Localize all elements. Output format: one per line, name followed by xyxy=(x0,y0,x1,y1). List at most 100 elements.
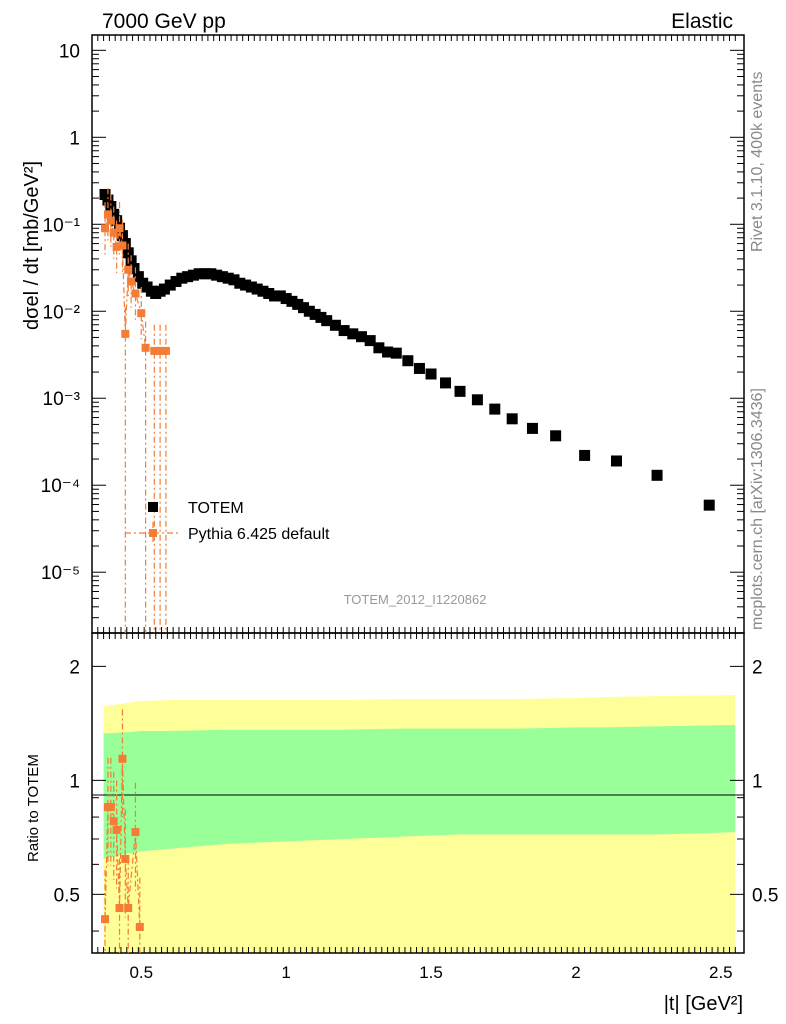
totem-point xyxy=(550,430,562,442)
ratio-y-tick-label: 2 xyxy=(69,657,80,678)
totem-point xyxy=(298,302,310,314)
pythia-ratio-point xyxy=(121,854,130,863)
totem-point xyxy=(651,469,663,481)
header-left-title: 7000 GeV pp xyxy=(102,10,226,33)
pythia-point xyxy=(137,309,146,318)
totem-point xyxy=(454,385,466,397)
totem-point xyxy=(228,274,240,286)
legend: TOTEM Pythia 6.425 default xyxy=(125,500,330,545)
totem-point xyxy=(105,201,117,213)
pythia-point xyxy=(124,265,133,274)
totem-point xyxy=(108,208,120,220)
totem-point xyxy=(355,331,367,343)
totem-point xyxy=(257,285,269,297)
pythia-ratio-point xyxy=(115,904,124,913)
pythia-point xyxy=(109,228,118,237)
ratio-uncertainty-bands xyxy=(103,695,736,953)
ratio-y-tick-label: 0.5 xyxy=(54,885,80,906)
pythia-ratio-point xyxy=(109,817,118,826)
main-axes: 10 1 10⁻¹ 10⁻² 10⁻³ 10⁻⁴ 10⁻⁵ xyxy=(41,41,744,634)
totem-point xyxy=(309,308,321,320)
totem-point xyxy=(579,449,591,461)
x-tick-label: 2.5 xyxy=(709,963,733,982)
pythia-series xyxy=(101,188,170,633)
totem-point xyxy=(205,268,217,280)
pythia-point xyxy=(101,224,110,233)
y-tick-label: 10 xyxy=(59,41,80,62)
ratio-y-axis-label: Ratio to TOTEM xyxy=(25,754,42,862)
y-tick-label: 10⁻² xyxy=(43,302,81,323)
header-right-title: Elastic xyxy=(671,10,733,33)
pythia-point xyxy=(112,242,121,251)
totem-point xyxy=(269,290,281,302)
totem-point xyxy=(303,305,315,317)
totem-point xyxy=(440,377,452,389)
totem-point xyxy=(364,335,376,347)
totem-point xyxy=(99,188,111,200)
totem-point xyxy=(280,293,292,305)
legend-pythia-marker xyxy=(149,529,157,537)
totem-point xyxy=(274,290,286,302)
totem-point xyxy=(526,422,538,434)
totem-point xyxy=(347,328,359,340)
pythia-ratio-point xyxy=(131,828,140,837)
y-tick-label: 10⁻⁴ xyxy=(41,476,80,497)
totem-point xyxy=(234,277,246,289)
totem-point xyxy=(425,368,437,380)
y-tick-label: 10⁻⁵ xyxy=(41,563,80,584)
totem-point xyxy=(102,194,114,206)
pythia-point xyxy=(115,224,124,233)
totem-point xyxy=(187,269,199,281)
analysis-label: TOTEM_2012_I1220862 xyxy=(344,592,487,607)
x-tick-label: 1 xyxy=(281,963,290,982)
totem-point xyxy=(315,311,327,323)
totem-point xyxy=(170,275,182,287)
pythia-point xyxy=(131,289,140,298)
x-axis: 0.5 1 1.5 2 2.5 xyxy=(97,35,736,982)
y-tick-label: 10⁻³ xyxy=(43,389,81,410)
ratio-frame xyxy=(91,632,745,954)
totem-point xyxy=(263,288,275,300)
totem-point xyxy=(471,394,483,406)
pythia-point xyxy=(106,216,115,225)
main-y-axis-label-text: dσel / dt [mb/GeV²] xyxy=(21,161,43,330)
pythia-ratio-point xyxy=(135,922,144,931)
totem-point xyxy=(240,279,252,291)
totem-point xyxy=(222,272,234,284)
y-tick-label: 10⁻¹ xyxy=(43,215,81,236)
main-y-axis-label: dσel / dt [mb/GeV²] xyxy=(21,161,43,330)
totem-point xyxy=(128,263,140,275)
totem-point xyxy=(216,271,228,283)
pythia-ratio-series xyxy=(101,709,144,953)
ratio-y-tick-label-right: 0.5 xyxy=(752,885,778,906)
x-tick-label: 0.5 xyxy=(129,963,153,982)
ratio-y-tick-label: 1 xyxy=(69,771,80,792)
totem-point xyxy=(164,279,176,291)
x-tick-label: 2 xyxy=(571,963,580,982)
pythia-point xyxy=(161,346,170,355)
legend-totem-label: TOTEM xyxy=(188,500,244,517)
totem-point xyxy=(292,298,304,310)
ratio-band-inner xyxy=(103,725,736,859)
pythia-point xyxy=(103,210,112,219)
totem-point xyxy=(132,271,144,283)
legend-totem-marker xyxy=(148,502,158,512)
legend-pythia-label: Pythia 6.425 default xyxy=(188,526,330,543)
main-frame xyxy=(91,34,745,634)
totem-point xyxy=(338,325,350,337)
totem-point xyxy=(176,272,188,284)
totem-point xyxy=(390,347,402,359)
ratio-y-tick-label-right: 1 xyxy=(752,771,763,792)
totem-point xyxy=(489,403,501,415)
pythia-ratio-point xyxy=(118,754,127,763)
totem-point xyxy=(193,268,205,280)
totem-point xyxy=(329,319,341,331)
totem-point xyxy=(182,271,194,283)
x-tick-label: 1.5 xyxy=(419,963,443,982)
totem-point xyxy=(251,283,263,295)
x-axis-label: |t| [GeV²] xyxy=(664,993,743,1015)
totem-point xyxy=(703,499,715,511)
totem-point xyxy=(158,283,170,295)
pythia-point xyxy=(156,346,165,355)
